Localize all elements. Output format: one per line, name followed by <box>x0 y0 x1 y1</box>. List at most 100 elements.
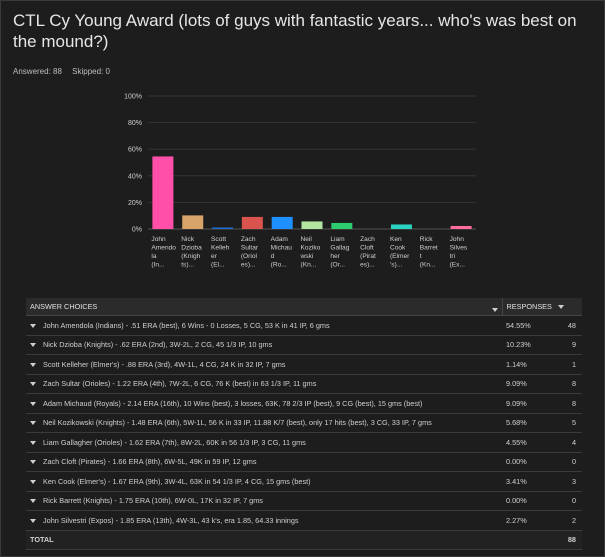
table-row: Ken Cook (Elmer's) - 1.67 ERA (9th), 3W-… <box>26 471 582 492</box>
answer-choices-header[interactable]: ANSWER CHOICES <box>26 298 502 316</box>
expand-caret-icon[interactable] <box>30 499 36 504</box>
x-tick-label: John Amendo la (In... <box>151 236 176 269</box>
bar <box>301 221 323 229</box>
table-row: Rick Barrett (Knights) - 1.75 ERA (10th)… <box>26 491 582 511</box>
answer-choice-label: John Amendola (Indians) - .51 ERA (best)… <box>43 320 330 330</box>
expand-caret-icon[interactable] <box>30 440 36 445</box>
y-tick-label: 20% <box>128 200 142 207</box>
answer-choice-label: Ken Cook (Elmer's) - 1.67 ERA (9th), 3W-… <box>43 476 311 486</box>
expand-caret-icon[interactable] <box>30 323 36 328</box>
bar-chart: 0% 20% 40% 60% 80% 100% John Amendo la (In...Nic… <box>124 94 476 269</box>
x-axis-labels: John Amendo la (In...Nick Dzioba (Knigh ts)...… <box>151 236 467 269</box>
table-row: Zach Sultar (Orioles) - 1.22 ERA (4th), … <box>26 374 582 394</box>
bar <box>450 225 472 229</box>
x-tick-label: Zach Cloft (Pirat es)... <box>360 236 376 269</box>
answer-choice-label: Scott Kelleher (Elmer's) - .88 ERA (3rd)… <box>43 359 286 369</box>
chart-bars <box>152 156 472 229</box>
x-tick-label: Neil Koziko wski (Kn... <box>300 236 321 269</box>
y-tick-label: 100% <box>124 94 142 101</box>
answer-choice: John Amendola (Indians) - .51 ERA (best)… <box>26 315 502 336</box>
responses-label: RESPONSES <box>506 302 552 311</box>
answered-count: Answered: 88 <box>13 67 62 76</box>
answer-choice-label: John Silvestri (Expos) - 1.85 ERA (13th)… <box>43 515 299 525</box>
table-row: Zach Cloft (Pirates) - 1.66 ERA (8th), 6… <box>26 452 582 472</box>
responses-header[interactable]: RESPONSES <box>501 298 582 316</box>
total-count: 88 <box>554 530 582 550</box>
response-percent: 3.41% <box>502 471 554 492</box>
bar <box>152 156 174 229</box>
y-tick-label: 80% <box>128 120 142 127</box>
response-percent: 54.55% <box>502 315 554 336</box>
bar <box>331 222 353 229</box>
response-percent: 4.55% <box>502 432 554 453</box>
response-stats: Answered: 88 Skipped: 0 <box>13 67 118 76</box>
response-percent: 0.00% <box>502 491 554 511</box>
answer-choice-label: Zach Sultar (Orioles) - 1.22 ERA (4th), … <box>43 379 317 389</box>
total-label: TOTAL <box>26 530 502 550</box>
response-count: 8 <box>554 374 582 394</box>
bar <box>241 216 263 229</box>
response-count: 9 <box>554 335 582 355</box>
response-percent: 0.00% <box>502 452 554 472</box>
answer-choice: Neil Kozikowski (Knights) - 1.48 ERA (6t… <box>26 413 502 433</box>
answer-choice: Scott Kelleher (Elmer's) - .88 ERA (3rd)… <box>26 354 502 375</box>
table-header-row: ANSWER CHOICES RESPONSES <box>26 298 582 316</box>
y-tick-label: 40% <box>128 173 142 180</box>
bar <box>271 216 293 229</box>
bar <box>212 227 234 229</box>
response-percent: 2.27% <box>502 510 554 531</box>
expand-caret-icon[interactable] <box>30 382 36 387</box>
bar <box>390 224 412 229</box>
table-body: John Amendola (Indians) - .51 ERA (best)… <box>26 315 582 531</box>
table-row: John Amendola (Indians) - .51 ERA (best)… <box>26 315 582 336</box>
bar <box>182 215 204 229</box>
table-row: John Silvestri (Expos) - 1.85 ERA (13th)… <box>26 510 582 531</box>
answer-choice-label: Rick Barrett (Knights) - 1.75 ERA (10th)… <box>43 496 263 506</box>
expand-caret-icon[interactable] <box>30 362 36 367</box>
y-tick-label: 0% <box>132 227 142 234</box>
sort-caret-icon[interactable] <box>491 307 498 312</box>
answer-choice-label: Neil Kozikowski (Knights) - 1.48 ERA (6t… <box>43 418 432 428</box>
expand-caret-icon[interactable] <box>30 343 36 348</box>
expand-caret-icon[interactable] <box>30 401 36 406</box>
answer-choice: Adam Michaud (Royals) - 2.14 ERA (16th),… <box>26 393 502 414</box>
expand-caret-icon[interactable] <box>30 421 36 426</box>
response-count: 0 <box>554 491 582 511</box>
response-percent: 5.68% <box>502 413 554 433</box>
x-tick-label: Zach Sultar (Oriol es)... <box>241 236 259 269</box>
chart-grid <box>148 95 476 230</box>
response-count: 5 <box>554 413 582 433</box>
x-tick-label: Rick Barret t (Kn... <box>420 236 438 269</box>
y-axis-labels: 0% 20% 40% 60% 80% 100% <box>124 94 142 234</box>
expand-caret-icon[interactable] <box>30 518 36 523</box>
expand-caret-icon[interactable] <box>30 460 36 465</box>
x-tick-label: Liam Gallag her (Or... <box>330 236 349 269</box>
response-count: 3 <box>554 471 582 492</box>
table-row: Scott Kelleher (Elmer's) - .88 ERA (3rd)… <box>26 354 582 375</box>
answer-choice: John Silvestri (Expos) - 1.85 ERA (13th)… <box>26 510 502 531</box>
sort-caret-icon[interactable] <box>557 305 564 310</box>
response-percent: 9.09% <box>502 374 554 394</box>
table-row: Neil Kozikowski (Knights) - 1.48 ERA (6t… <box>26 413 582 433</box>
response-percent: 1.14% <box>502 354 554 375</box>
answer-choice: Rick Barrett (Knights) - 1.75 ERA (10th)… <box>26 491 502 511</box>
response-percent: 10.23% <box>502 335 554 355</box>
skipped-count: Skipped: 0 <box>72 67 110 76</box>
answer-choices-label: ANSWER CHOICES <box>30 301 98 311</box>
expand-caret-icon[interactable] <box>30 479 36 484</box>
answer-choice: Zach Cloft (Pirates) - 1.66 ERA (8th), 6… <box>26 452 502 472</box>
table-row: Adam Michaud (Royals) - 2.14 ERA (16th),… <box>26 393 582 414</box>
total-row: TOTAL 88 <box>26 530 582 550</box>
response-count: 2 <box>554 510 582 531</box>
answer-choice-label: Zach Cloft (Pirates) - 1.66 ERA (8th), 6… <box>43 457 257 467</box>
answer-choice: Liam Gallagher (Orioles) - 1.62 ERA (7th… <box>26 432 502 453</box>
x-tick-label: Nick Dzioba (Knigh ts)... <box>181 236 202 269</box>
responses-table: ANSWER CHOICES RESPONSES John Amendola (… <box>26 298 582 550</box>
response-percent: 9.09% <box>502 393 554 414</box>
table-row: Nick Dzioba (Knights) - .62 ERA (2nd), 3… <box>26 335 582 355</box>
x-tick-label: Ken Cook (Elmer's)... <box>390 236 410 269</box>
response-count: 4 <box>554 432 582 453</box>
answer-choice-label: Nick Dzioba (Knights) - .62 ERA (2nd), 3… <box>43 340 273 350</box>
x-tick-label: Adam Michau d (Ro... <box>271 236 293 269</box>
answer-choice: Nick Dzioba (Knights) - .62 ERA (2nd), 3… <box>26 335 502 355</box>
